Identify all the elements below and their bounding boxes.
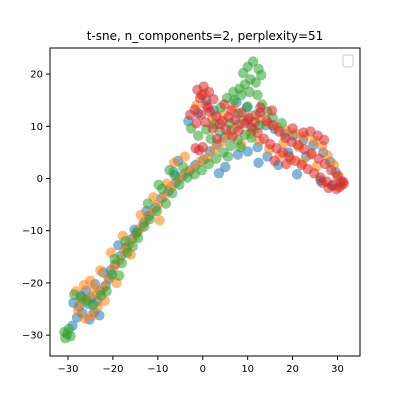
data-point-series-3 — [131, 227, 142, 238]
data-point-series-3 — [127, 241, 138, 252]
data-point-series-4 — [306, 148, 317, 159]
legend-box — [342, 54, 354, 68]
data-point-series-3 — [142, 198, 154, 209]
data-point-series-2 — [209, 144, 220, 155]
data-point-series-2 — [322, 150, 333, 161]
data-point-series-1 — [213, 168, 225, 179]
chart-title: t-sne, n_components=2, perplexity=51 — [87, 29, 324, 43]
data-point-series-3 — [144, 214, 155, 225]
data-point-series-3 — [222, 151, 234, 162]
data-point-series-4 — [269, 155, 280, 166]
data-point-series-3 — [59, 326, 70, 338]
data-point-series-4 — [318, 134, 330, 146]
y-tick-label: −20 — [22, 278, 43, 289]
plot-frame — [49, 47, 361, 357]
data-point-series-3 — [252, 89, 263, 101]
data-point-series-4 — [202, 102, 214, 113]
data-point-series-3 — [87, 299, 99, 310]
data-point-series-4 — [196, 89, 208, 101]
data-point-series-4 — [323, 182, 334, 194]
data-point-series-4 — [185, 109, 196, 121]
data-point-series-3 — [276, 118, 287, 129]
data-point-series-3 — [160, 198, 172, 209]
x-tick-label: 10 — [241, 364, 254, 375]
data-point-series-4 — [211, 133, 223, 144]
data-point-series-3 — [247, 56, 259, 67]
data-point-series-4 — [229, 114, 241, 126]
data-point-series-3 — [164, 165, 175, 176]
data-point-series-3 — [193, 130, 204, 141]
data-point-series-2 — [95, 265, 106, 276]
y-tick-label: −30 — [22, 331, 43, 342]
x-tick-label: −20 — [102, 364, 123, 375]
data-point-series-2 — [88, 282, 100, 294]
data-point-series-1 — [291, 169, 303, 180]
data-point-series-1 — [253, 157, 264, 168]
data-point-series-4 — [191, 118, 202, 129]
y-tick-label: −10 — [22, 226, 43, 237]
data-point-series-1 — [220, 161, 231, 173]
data-point-series-2 — [87, 310, 98, 321]
data-point-series-3 — [153, 179, 164, 190]
data-point-series-2 — [72, 304, 84, 316]
data-point-series-3 — [203, 158, 215, 170]
data-point-series-3 — [114, 270, 125, 281]
scatter-points — [59, 56, 349, 344]
data-point-series-3 — [139, 221, 150, 232]
data-point-series-4 — [239, 118, 251, 129]
y-tick-label: 20 — [30, 70, 43, 81]
data-point-series-4 — [255, 102, 266, 113]
x-tick-label: −30 — [57, 364, 78, 375]
data-point-series-4 — [219, 99, 230, 110]
data-point-series-4 — [298, 127, 309, 138]
x-tick-label: 20 — [286, 364, 299, 375]
data-point-series-3 — [174, 179, 185, 190]
data-point-series-2 — [135, 209, 146, 221]
x-tick-label: −10 — [147, 364, 168, 375]
data-point-series-3 — [120, 236, 131, 247]
data-point-series-3 — [211, 153, 222, 164]
data-point-series-3 — [225, 140, 236, 152]
data-point-series-3 — [235, 142, 246, 153]
x-tick-label: 0 — [200, 364, 206, 375]
data-point-series-3 — [196, 165, 208, 176]
data-point-series-4 — [207, 123, 218, 134]
x-tick-label: 30 — [331, 364, 344, 375]
y-tick-label: 10 — [30, 122, 43, 133]
data-point-series-4 — [338, 178, 349, 189]
data-point-series-4 — [208, 94, 219, 105]
data-point-series-4 — [227, 131, 238, 142]
data-point-series-2 — [154, 215, 165, 226]
tick-marks: −30 −20 −10 0 10 20 30 −30 −20 −10 0 10 20 — [22, 70, 344, 375]
data-point-series-4 — [266, 105, 278, 116]
data-point-series-3 — [229, 95, 240, 106]
data-point-series-4 — [287, 123, 298, 134]
data-point-series-3 — [151, 205, 163, 217]
data-point-series-4 — [190, 143, 201, 154]
y-tick-label: 0 — [37, 174, 43, 185]
data-point-series-4 — [236, 107, 247, 118]
data-point-series-3 — [244, 86, 255, 98]
data-point-series-3 — [177, 161, 189, 173]
data-point-series-3 — [101, 286, 112, 297]
axes — [49, 47, 361, 357]
data-point-series-3 — [236, 89, 247, 101]
data-point-series-4 — [200, 116, 211, 128]
data-point-series-4 — [331, 183, 342, 195]
data-point-series-4 — [273, 126, 285, 137]
data-point-series-3 — [167, 187, 178, 199]
data-point-series-1 — [94, 310, 105, 321]
data-point-series-4 — [226, 105, 237, 116]
data-point-series-2 — [179, 151, 190, 162]
data-point-series-3 — [256, 69, 267, 81]
data-point-series-3 — [250, 77, 261, 88]
data-point-series-3 — [109, 253, 120, 265]
data-point-series-4 — [281, 158, 292, 170]
